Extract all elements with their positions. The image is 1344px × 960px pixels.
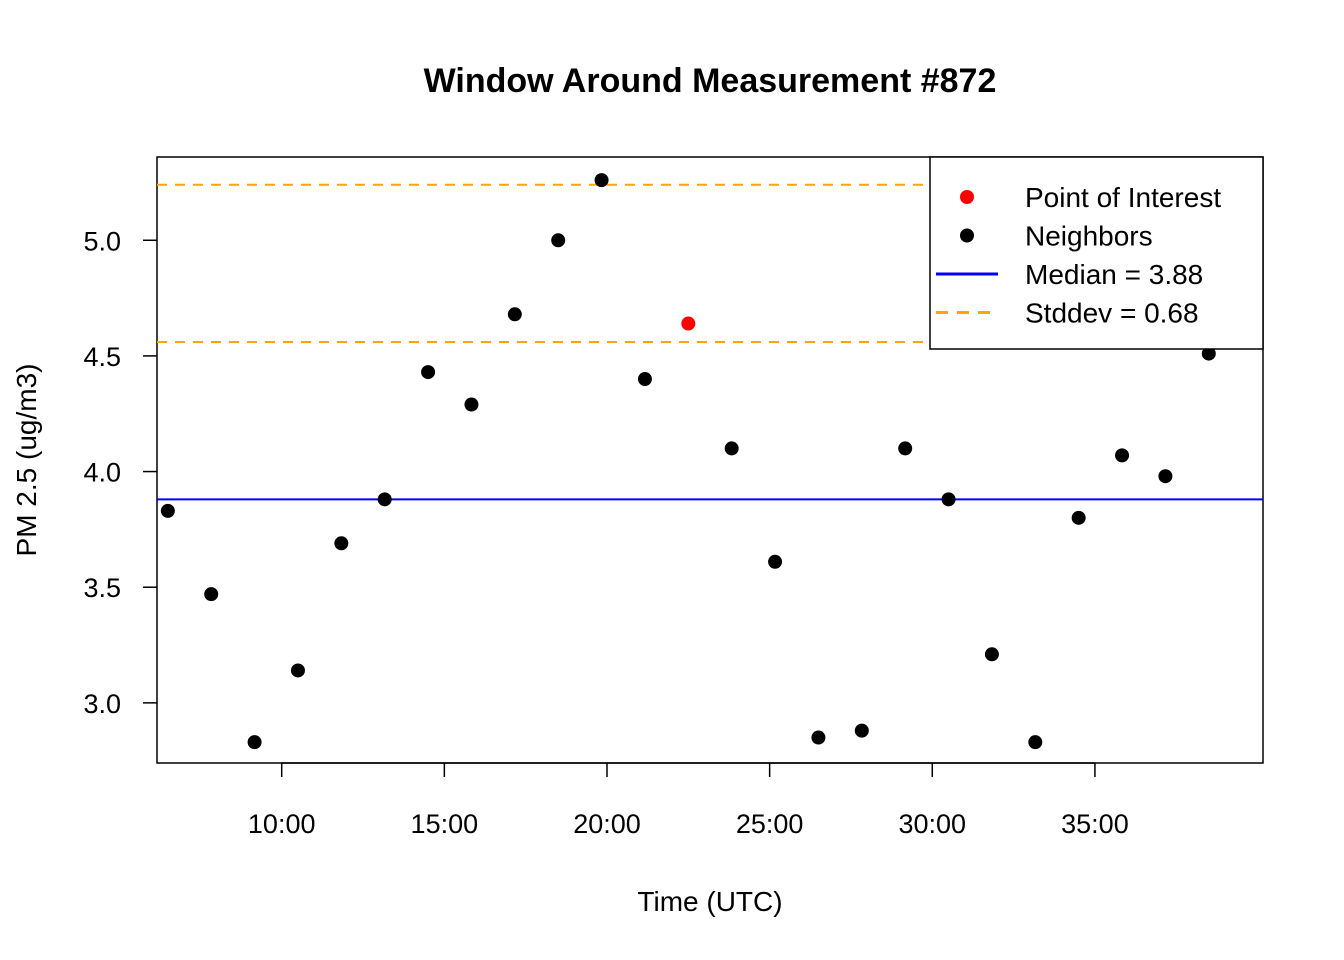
legend: Point of Interest Neighbors Median = 3.88 S… <box>929 156 1264 350</box>
x-tick-label: 10:00 <box>248 809 316 839</box>
legend-point-symbol <box>960 228 974 243</box>
chart-title: Window Around Measurement #872 <box>424 62 997 100</box>
neighbor-point <box>637 372 652 387</box>
neighbor-point <box>724 441 739 456</box>
neighbor-point <box>941 492 956 507</box>
legend-label: Stddev = 0.68 <box>1025 298 1199 329</box>
neighbor-point <box>507 307 522 322</box>
neighbor-point <box>594 173 609 188</box>
x-tick-label: 30:00 <box>898 809 966 839</box>
neighbor-point <box>377 492 392 507</box>
neighbor-point <box>464 397 479 412</box>
neighbor-point <box>290 663 305 678</box>
neighbor-point <box>1158 469 1173 484</box>
neighbor-point <box>1201 346 1216 361</box>
y-tick-label: 4.0 <box>83 458 121 488</box>
neighbor-point <box>898 441 913 456</box>
x-tick-label: 35:00 <box>1061 809 1129 839</box>
neighbor-point <box>984 647 999 662</box>
point-of-interest-marker <box>681 316 696 331</box>
y-axis: 3.0 3.5 4.0 4.5 5.0 <box>83 226 157 719</box>
neighbor-point <box>1115 448 1130 463</box>
neighbor-point <box>1028 735 1043 750</box>
legend-label: Median = 3.88 <box>1025 259 1203 290</box>
neighbor-point <box>768 554 783 569</box>
x-axis: 10:00 15:00 20:00 25:00 30:00 35:00 <box>248 762 1129 839</box>
neighbor-point <box>160 503 175 518</box>
x-tick-label: 15:00 <box>411 809 479 839</box>
neighbor-point <box>811 730 826 745</box>
x-axis-label: Time (UTC) <box>637 886 782 917</box>
y-tick-label: 5.0 <box>83 226 121 256</box>
y-tick-label: 3.0 <box>83 689 121 719</box>
legend-label: Point of Interest <box>1025 182 1221 213</box>
neighbor-point <box>421 365 436 380</box>
x-tick-label: 25:00 <box>736 809 804 839</box>
neighbor-point <box>334 536 349 551</box>
y-tick-label: 4.5 <box>83 342 121 372</box>
neighbor-point <box>204 587 219 602</box>
y-axis-label: PM 2.5 (ug/m3) <box>11 364 42 557</box>
neighbor-point <box>551 233 566 248</box>
x-tick-label: 20:00 <box>573 809 641 839</box>
legend-box <box>929 156 1264 350</box>
data-points <box>160 173 1216 750</box>
legend-point-symbol <box>960 190 974 204</box>
neighbor-point <box>1071 510 1086 525</box>
y-tick-label: 3.5 <box>83 573 121 603</box>
legend-label: Neighbors <box>1025 221 1153 252</box>
neighbor-point <box>854 723 869 738</box>
neighbor-point <box>247 735 262 750</box>
